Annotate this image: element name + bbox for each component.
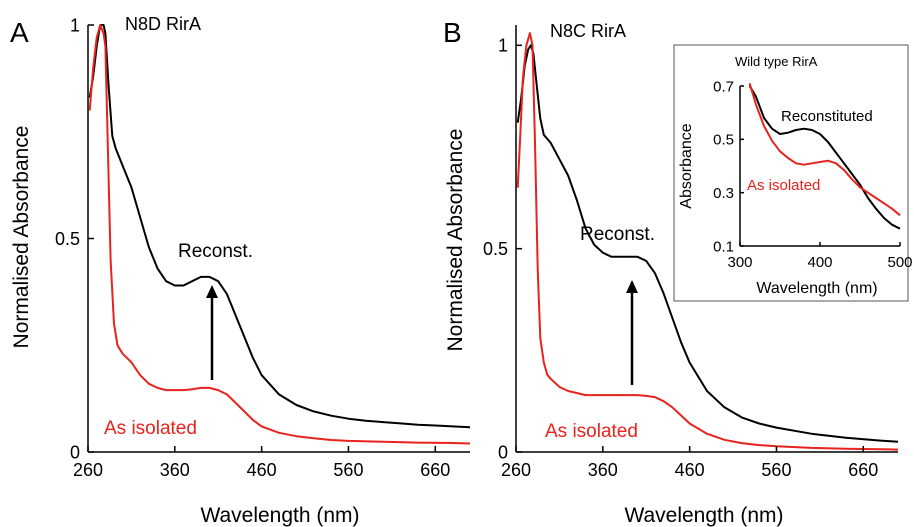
panel-a-x-axis-label: Wavelength (nm) <box>200 504 359 527</box>
panel-inset-y-tick-label: 0.1 <box>713 238 734 255</box>
panel-a-x-tick-label: 660 <box>420 460 450 480</box>
panel-inset-y-tick-label: 0.7 <box>713 78 734 95</box>
panel-a-y-tick-label: 1 <box>70 15 80 35</box>
panel-b-x-tick-label: 660 <box>848 460 878 480</box>
panel-inset-series-reconst-line <box>748 85 901 230</box>
panel-b-title: N8C RirA <box>550 21 626 41</box>
panel-a-x-tick-label: 560 <box>333 460 363 480</box>
inset-panel: Wild type RirA Absorbance Wavelength (nm… <box>673 44 913 302</box>
panel-a-series-reconst-line <box>88 24 471 429</box>
panel-inset-x-tick-label: 300 <box>727 254 752 271</box>
panel-a-x-tick-label: 360 <box>160 460 190 480</box>
panel-b-x-tick-label: 260 <box>501 460 531 480</box>
panel-inset-x-tick-label: 500 <box>887 254 912 271</box>
panel-inset-y-tick-label: 0.3 <box>713 185 734 202</box>
panel-a-y-tick-label: 0 <box>70 442 80 462</box>
panel-b-y-tick-label: 0 <box>498 442 508 462</box>
panel-a-y-axis-label: Normalised Absorbance <box>10 126 33 349</box>
panel-b-series-isolated-line <box>516 32 899 451</box>
panel-b-y-axis-label: Normalised Absorbance <box>444 129 467 352</box>
panel-b-series-reconst-line <box>516 44 899 443</box>
panel-inset-y-tick-label: 0.5 <box>713 132 734 149</box>
inset-y-axis-label: Absorbance <box>678 123 695 208</box>
inset-title: Wild type RirA <box>735 54 818 69</box>
panel-a-isolated-label: As isolated <box>104 418 197 439</box>
panel-b-isolated-label: As isolated <box>545 421 638 442</box>
panel-a-x-tick-label: 260 <box>73 460 103 480</box>
panel-b-x-tick-label: 460 <box>675 460 705 480</box>
panel-b-x-tick-label: 360 <box>588 460 618 480</box>
panel-a-reconst-label: Reconst. <box>178 241 253 262</box>
panel-inset-series-isolated-line <box>748 83 901 217</box>
panel-b-y-tick-label: 1 <box>498 36 508 56</box>
inset-isolated-label: As isolated <box>747 177 820 194</box>
panel-a-arrow-head <box>206 285 218 298</box>
panel-b: B N8C RirA Normalised Absorbance Wavelen… <box>443 17 899 527</box>
panel-b-arrow-head <box>626 280 638 293</box>
panel-a-series-isolated-line <box>88 24 471 445</box>
inset-reconst-label: Reconstituted <box>781 108 873 125</box>
panel-a-x-tick-label: 460 <box>247 460 277 480</box>
panel-b-x-tick-label: 560 <box>761 460 791 480</box>
panel-a: A N8D RirA Normalised Absorbance Wavelen… <box>10 14 471 527</box>
panel-letter-b: B <box>443 17 462 48</box>
inset-frame <box>673 44 909 302</box>
inset-x-axis-label: Wavelength (nm) <box>756 280 877 297</box>
panel-inset-x-tick-label: 400 <box>807 254 832 271</box>
panel-b-x-axis-label: Wavelength (nm) <box>624 504 783 527</box>
panel-a-title: N8D RirA <box>125 14 201 34</box>
panel-b-reconst-label: Reconst. <box>580 224 655 245</box>
panel-letter-a: A <box>10 17 29 48</box>
panel-b-y-tick-label: 0.5 <box>483 239 508 259</box>
panel-a-y-tick-label: 0.5 <box>55 229 80 249</box>
